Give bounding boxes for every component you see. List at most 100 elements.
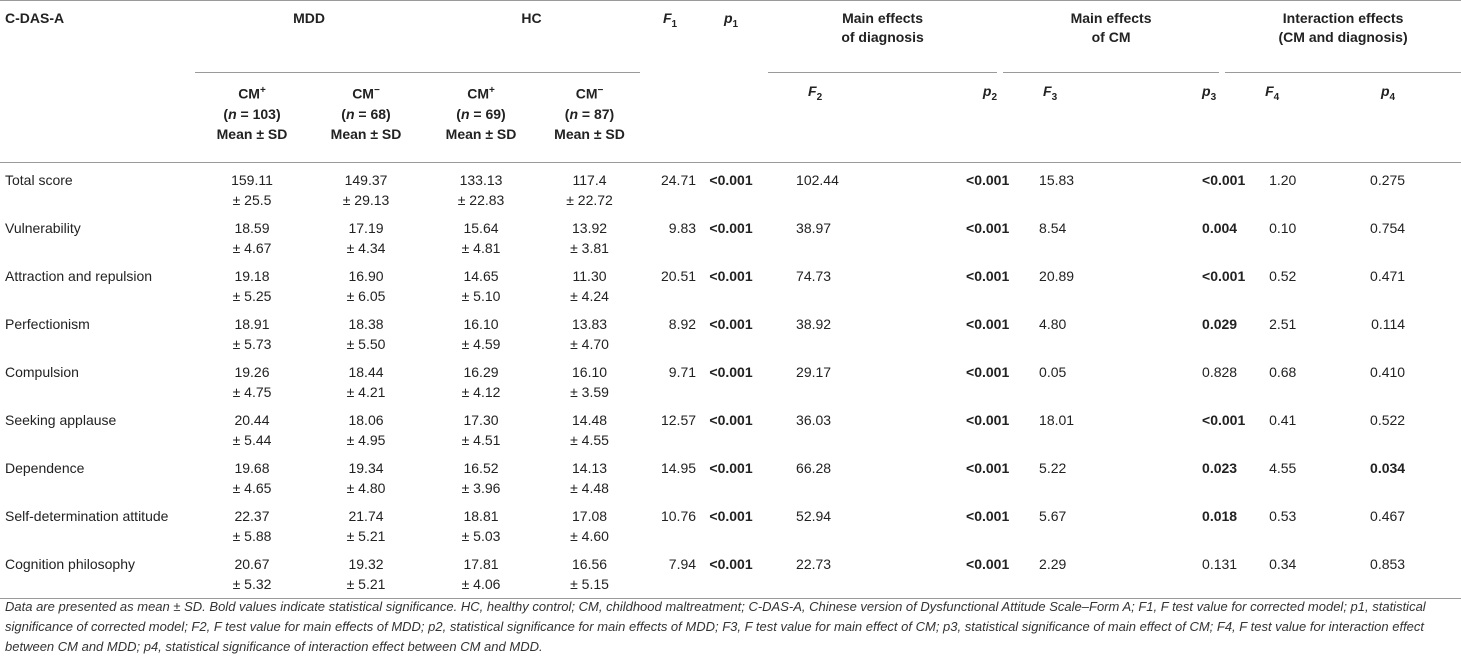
- cell-p4: 0.467: [1370, 508, 1406, 524]
- mean-value: 19.34: [348, 460, 384, 476]
- cell-p1: <0.001: [709, 508, 753, 524]
- cell-p1: <0.001: [709, 172, 753, 188]
- sd-value: ± 4.65: [232, 480, 272, 496]
- mean-value: 16.29: [463, 364, 499, 380]
- cell-p3: 0.004: [1202, 220, 1238, 236]
- cell-f1: 9.83: [668, 220, 697, 236]
- cell-f2: 38.92: [796, 316, 832, 332]
- cell-f2: 29.17: [796, 364, 832, 380]
- cell-p2: <0.001: [966, 172, 1010, 188]
- col-header-p1: p1: [700, 0, 763, 73]
- cell-hc-cm-pos: 17.30 ± 4.51: [423, 403, 539, 451]
- cell-hc-cm-pos: 18.81 ± 5.03: [423, 499, 539, 547]
- table-row: Self-determination attitude 22.37 ± 5.88 21…: [0, 499, 1461, 547]
- cell-hc-cm-neg: 16.10 ± 3.59: [539, 355, 640, 403]
- sd-value: ± 4.34: [346, 240, 386, 256]
- cell-p2: <0.001: [965, 547, 1009, 599]
- cell-f1: 14.95: [660, 460, 697, 476]
- mean-value: 18.59: [234, 220, 270, 236]
- col-header-p3: p3: [1202, 83, 1217, 103]
- sd-value: ± 5.21: [346, 528, 386, 544]
- cell-f1: 8.92: [668, 316, 697, 332]
- cell-f4: 0.52: [1269, 268, 1297, 284]
- cell-p3: <0.001: [1202, 412, 1246, 428]
- mean-value: 19.26: [234, 364, 270, 380]
- mean-value: 17.19: [348, 220, 384, 236]
- sd-value: ± 5.44: [232, 432, 272, 448]
- cell-p2: <0.001: [966, 412, 1010, 428]
- cell-f3: 15.83: [1039, 172, 1075, 188]
- cell-hc-cm-pos: 14.65 ± 5.10: [423, 259, 539, 307]
- cell-hc-cm-pos: 15.64 ± 4.81: [423, 211, 539, 259]
- cell-p4: 0.034: [1370, 460, 1406, 476]
- sd-value: ± 3.96: [461, 480, 501, 496]
- sd-value: ± 4.75: [232, 384, 272, 400]
- table-row: Dependence 19.68 ± 4.65 19.34 ± 4.80 16.52 ± 3…: [0, 451, 1461, 499]
- cell-hc-cm-neg: 11.30 ± 4.24: [539, 259, 640, 307]
- cell-f2: 38.97: [796, 220, 832, 236]
- row-label: Perfectionism: [5, 316, 90, 332]
- cell-f4: 0.41: [1269, 412, 1297, 428]
- sd-value: ± 4.24: [570, 288, 609, 304]
- mean-value: 159.11: [231, 172, 273, 188]
- sd-value: ± 22.83: [457, 192, 505, 208]
- sd-value: ± 5.21: [346, 576, 386, 592]
- sd-value: ± 4.60: [570, 528, 609, 544]
- mean-value: 18.91: [234, 316, 270, 332]
- cell-p3: 0.029: [1202, 316, 1238, 332]
- cell-mdd-cm-neg: 16.90 ± 6.05: [309, 259, 423, 307]
- cell-p2: <0.001: [966, 508, 1010, 524]
- row-label: Dependence: [5, 460, 85, 476]
- cell-mdd-cm-neg: 18.06 ± 4.95: [309, 403, 423, 451]
- col-header-hc-cm-pos: CM+ (n = 69) Mean ± SD: [445, 85, 517, 142]
- cell-p4: 0.754: [1370, 220, 1406, 236]
- sd-value: ± 3.59: [570, 384, 609, 400]
- cell-f3: 8.54: [1039, 220, 1067, 236]
- cell-mdd-cm-pos: 18.59 ± 4.67: [195, 211, 309, 259]
- mean-value: 14.65: [463, 268, 499, 284]
- mean-value: 13.92: [572, 220, 608, 236]
- cell-f1: 24.71: [660, 172, 697, 188]
- header-row-2: CM+ (n = 103) Mean ± SD CM− (n = 68) Mea…: [0, 73, 1461, 163]
- sd-value: ± 4.48: [570, 480, 609, 496]
- col-header-hc: HC: [423, 0, 641, 73]
- cell-hc-cm-neg: 14.13 ± 4.48: [539, 451, 640, 499]
- cell-f1: 7.94: [640, 547, 701, 599]
- col-header-hc-cm-neg: CM− (n = 87) Mean ± SD: [554, 85, 625, 142]
- mean-value: 19.18: [234, 268, 270, 284]
- sd-value: ± 22.72: [566, 192, 613, 208]
- cell-f2: 66.28: [796, 460, 832, 476]
- table-footnote: Data are presented as mean ± SD. Bold va…: [5, 599, 1426, 654]
- cell-p3: 0.018: [1202, 508, 1238, 524]
- col-header-diagnosis: Main effects of diagnosis: [768, 0, 998, 73]
- mean-value: 20.67: [234, 556, 270, 572]
- cell-p2: <0.001: [966, 316, 1010, 332]
- cell-f3: 20.89: [1039, 268, 1075, 284]
- mean-value: 20.44: [234, 412, 270, 428]
- cell-p1: <0.001: [709, 220, 753, 236]
- cell-hc-cm-neg: 16.56 ± 5.15: [539, 547, 641, 599]
- cell-f4: 4.55: [1269, 460, 1297, 476]
- mean-value: 16.56: [572, 556, 608, 572]
- cell-f2: 102.44: [796, 172, 839, 188]
- sd-value: ± 4.67: [232, 240, 272, 256]
- cell-hc-cm-pos: 133.13 ± 22.83: [423, 163, 539, 212]
- cell-f4: 0.68: [1269, 364, 1297, 380]
- mean-value: 17.81: [463, 556, 499, 572]
- cell-p4: 0.471: [1370, 268, 1406, 284]
- mean-value: 22.37: [234, 508, 270, 524]
- cell-mdd-cm-pos: 18.91 ± 5.73: [195, 307, 309, 355]
- cell-f4: 2.51: [1269, 316, 1297, 332]
- cell-f3: 2.29: [1003, 547, 1202, 599]
- cell-mdd-cm-neg: 17.19 ± 4.34: [309, 211, 423, 259]
- cell-hc-cm-neg: 17.08 ± 4.60: [539, 499, 640, 547]
- cell-p1: <0.001: [700, 547, 763, 599]
- cell-p1: <0.001: [709, 268, 753, 284]
- col-header-p2: p2: [982, 83, 998, 103]
- cell-f4: 1.20: [1269, 172, 1297, 188]
- cell-mdd-cm-neg: 18.44 ± 4.21: [309, 355, 423, 403]
- sd-value: ± 25.5: [232, 192, 272, 208]
- mean-value: 18.06: [348, 412, 384, 428]
- mean-value: 149.37: [344, 172, 388, 188]
- cell-mdd-cm-neg: 19.34 ± 4.80: [309, 451, 423, 499]
